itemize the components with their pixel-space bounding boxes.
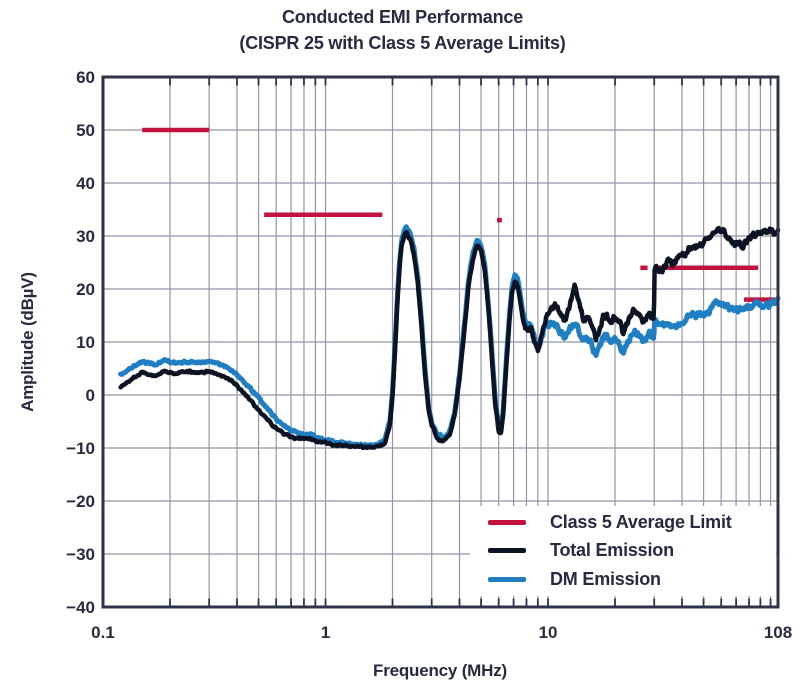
chart-title-line1: Conducted EMI Performance <box>281 7 524 27</box>
x-tick-label: 1 <box>321 623 330 642</box>
chart-title-line2: (CISPR 25 with Class 5 Average Limits) <box>239 33 566 53</box>
y-tick-label: −40 <box>66 598 95 617</box>
x-tick-label: 0.1 <box>91 623 115 642</box>
y-tick-label: −10 <box>66 439 95 458</box>
x-tick-labels: 0.1 1 10 108 <box>91 623 792 642</box>
legend-label: Total Emission <box>550 540 674 561</box>
x-tick-label: 10 <box>539 623 558 642</box>
limit-line-swatch <box>488 519 526 525</box>
y-tick-label: 60 <box>76 68 95 87</box>
x-tick-label: 108 <box>764 623 792 642</box>
total-emission-curve <box>118 225 781 451</box>
y-tick-label: 30 <box>76 227 95 246</box>
y-tick-label: −20 <box>66 492 95 511</box>
dm-emission-swatch <box>488 577 526 583</box>
chart-title: Conducted EMI Performance (CISPR 25 with… <box>0 4 805 56</box>
axis-tick-marks <box>169 78 772 606</box>
y-tick-labels: 60 50 40 30 20 10 0 −10 −20 −30 −40 <box>66 68 95 617</box>
x-axis-label: Frequency (MHz) <box>373 661 507 680</box>
y-tick-label: 40 <box>76 174 95 193</box>
emission-curves <box>118 224 781 451</box>
legend-label: DM Emission <box>550 569 661 590</box>
legend-item-class5-average-limit: Class 5 Average Limit <box>470 509 776 536</box>
legend: Class 5 Average Limit Total Emission DM … <box>470 506 776 596</box>
y-tick-label: 20 <box>76 280 95 299</box>
legend-label: Class 5 Average Limit <box>550 511 732 532</box>
plot-frame <box>101 75 780 609</box>
y-tick-label: −30 <box>66 545 95 564</box>
legend-item-total-emission: Total Emission <box>470 537 776 564</box>
total-emission-swatch <box>488 548 526 554</box>
y-tick-label: 10 <box>76 333 95 352</box>
y-tick-label: 0 <box>86 386 95 405</box>
legend-item-dm-emission: DM Emission <box>470 566 776 593</box>
y-tick-label: 50 <box>76 121 95 140</box>
